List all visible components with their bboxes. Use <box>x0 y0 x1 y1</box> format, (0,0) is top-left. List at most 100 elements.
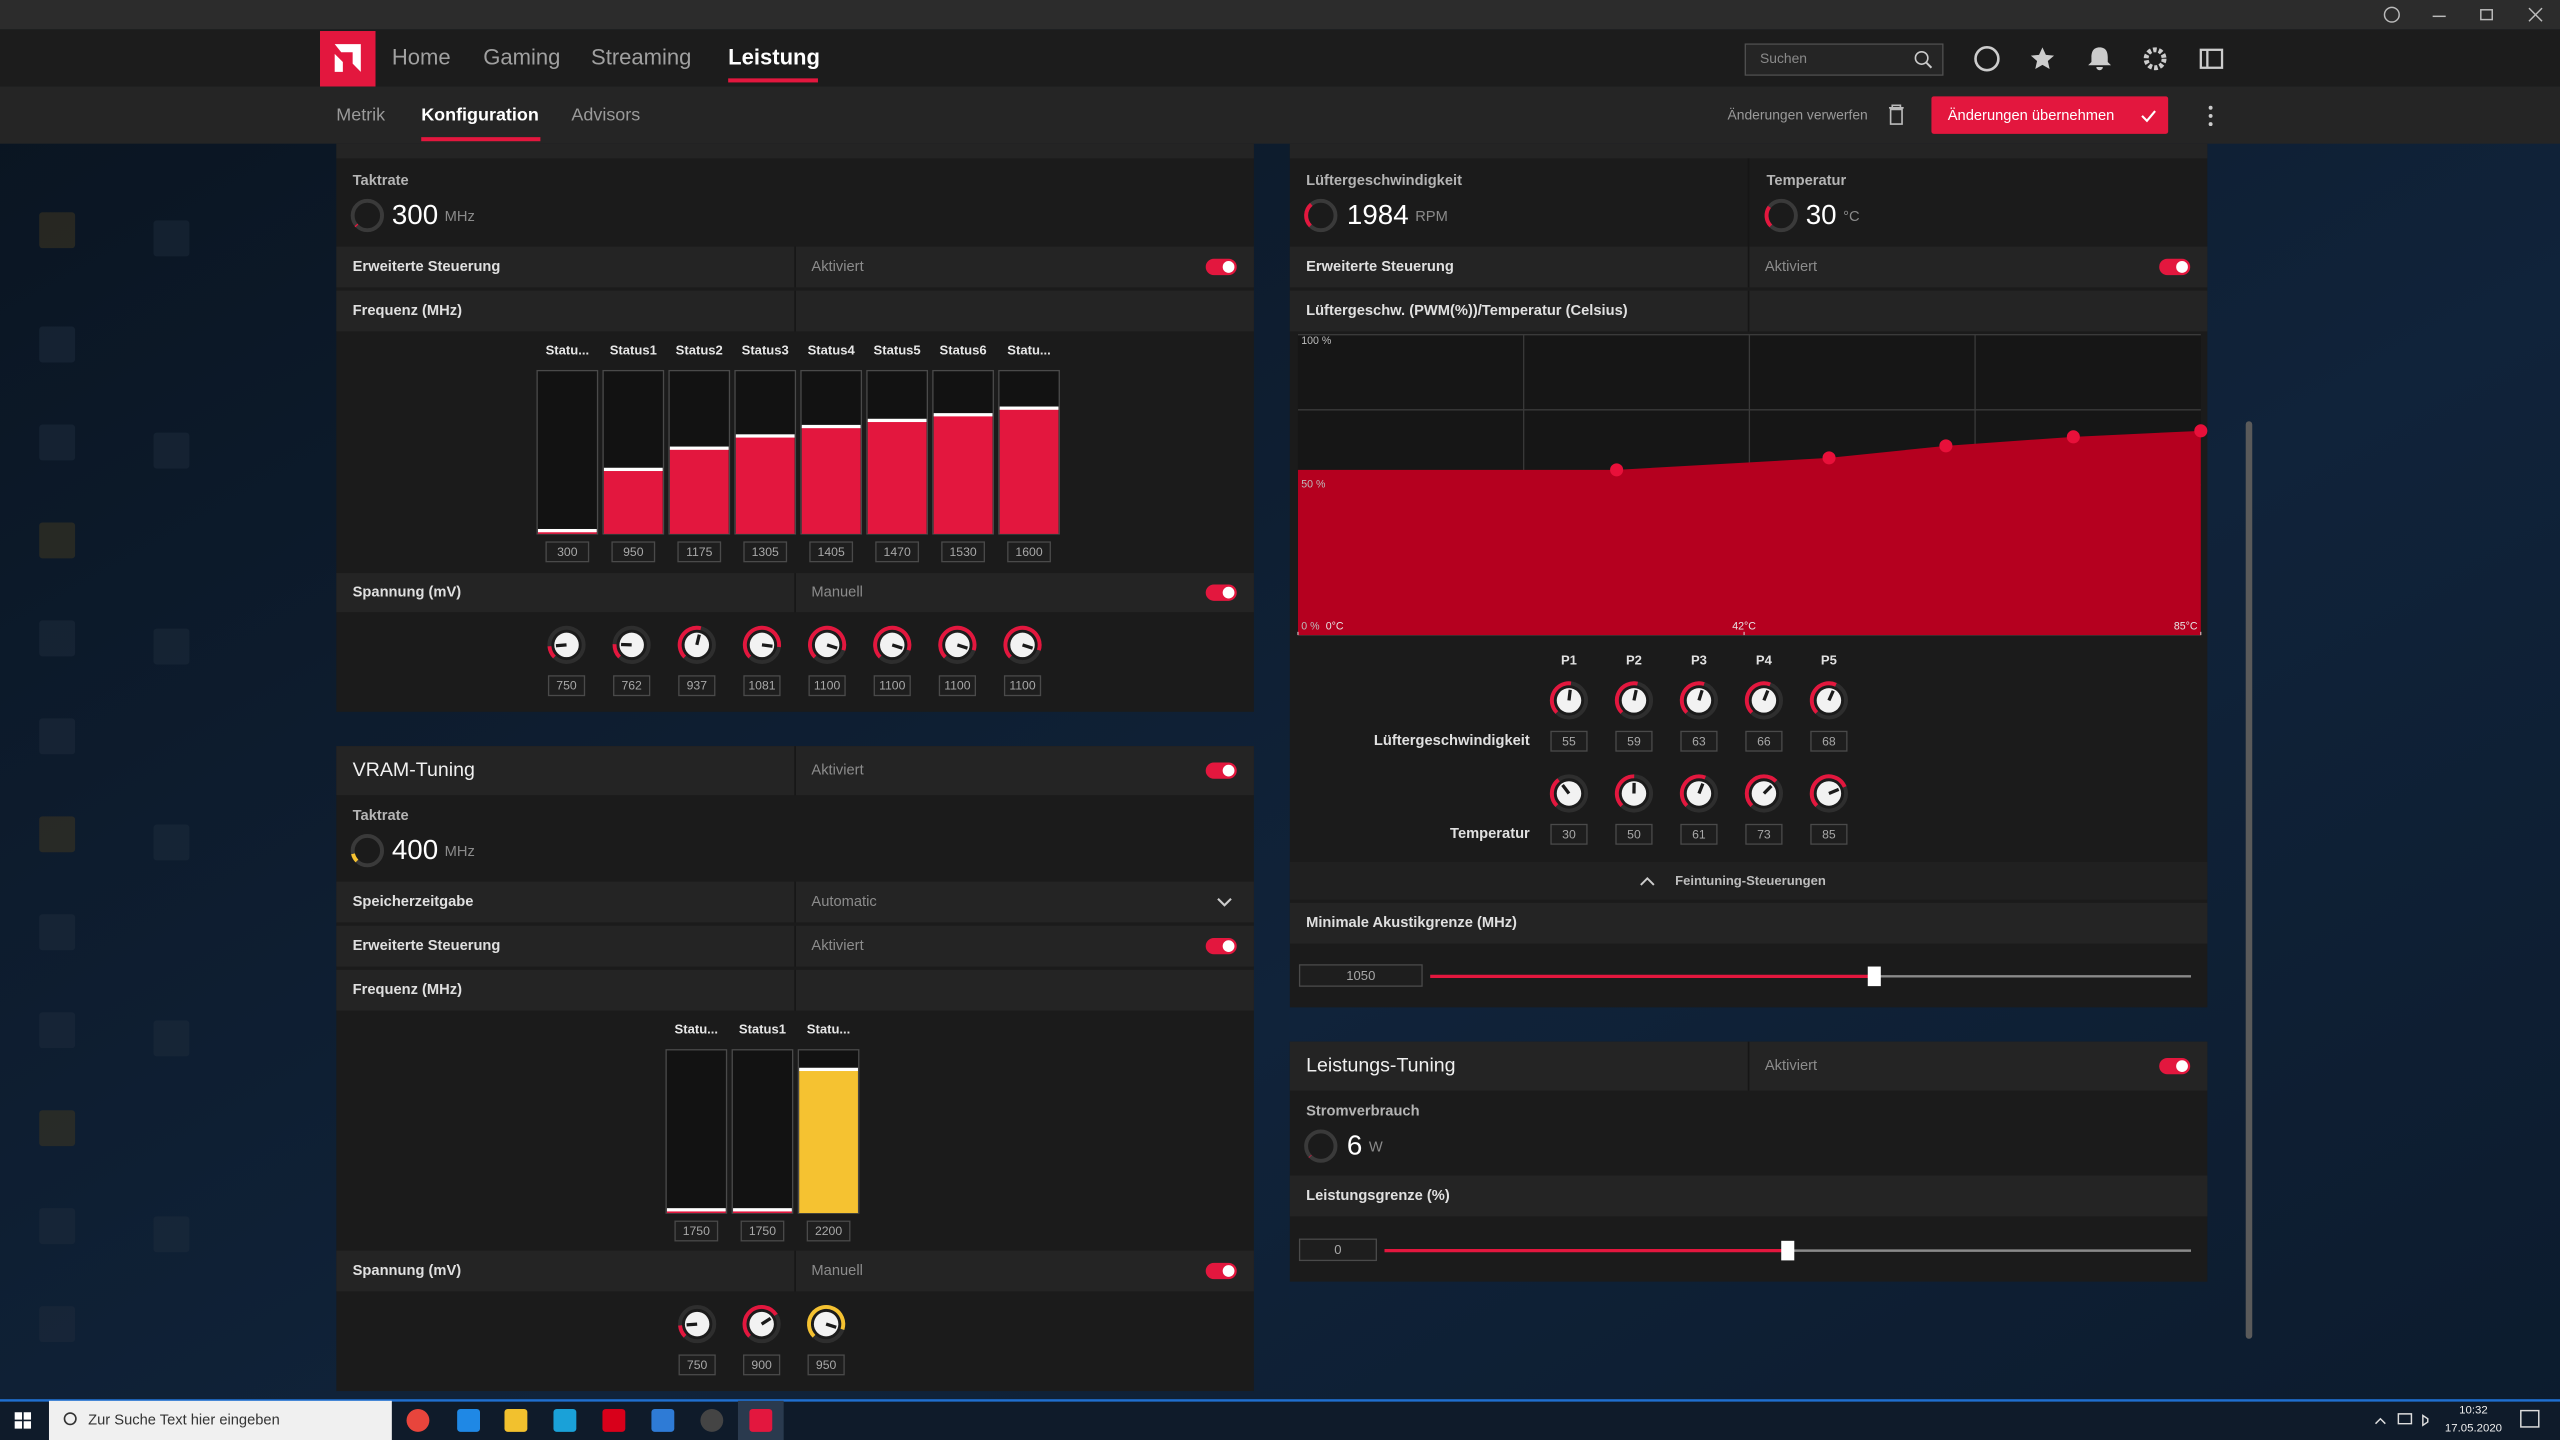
knob[interactable] <box>1744 681 1784 720</box>
knob[interactable] <box>1614 774 1654 813</box>
toggle[interactable] <box>2159 1057 2191 1075</box>
knob[interactable] <box>808 625 847 664</box>
bell-icon[interactable] <box>2088 47 2112 71</box>
taskbar-app[interactable] <box>406 1408 430 1432</box>
row <box>1289 862 2208 900</box>
desktop-icon <box>39 1208 76 1245</box>
knob[interactable] <box>742 625 782 664</box>
discard-button[interactable]: Änderungen verwerfen <box>1728 107 1868 123</box>
toggle[interactable] <box>1205 762 1237 779</box>
curve-point[interactable] <box>1610 463 1624 477</box>
restore-icon[interactable] <box>2480 9 2493 21</box>
slider-thumb[interactable] <box>1781 1240 1795 1261</box>
nav-tab[interactable]: Gaming <box>483 45 560 70</box>
toggle[interactable] <box>2159 258 2191 276</box>
label: Aktiviert <box>811 259 863 275</box>
scrollbar[interactable] <box>2245 421 2253 1339</box>
value-box <box>941 541 985 563</box>
search-icon[interactable] <box>1914 50 1929 65</box>
curve-point[interactable] <box>2194 424 2208 438</box>
taskbar-app[interactable] <box>457 1408 480 1432</box>
main-nav <box>0 29 2560 87</box>
knob[interactable] <box>938 625 977 664</box>
label: Temperatur <box>1450 826 1530 842</box>
curve-point[interactable] <box>1939 439 1953 453</box>
kebab-dot <box>2208 105 2213 110</box>
search-box[interactable] <box>1744 43 1944 76</box>
value-text: 1600 <box>1015 545 1042 559</box>
value-box <box>677 541 722 563</box>
knob[interactable] <box>807 1304 846 1344</box>
nav-tab[interactable]: Leistung <box>728 45 820 70</box>
toggle[interactable] <box>1205 584 1237 601</box>
label: Leistungs-Tuning <box>1306 1054 1455 1076</box>
knob[interactable] <box>1549 681 1589 720</box>
apply-button[interactable] <box>1931 96 2169 134</box>
trash-icon[interactable] <box>1888 104 1904 125</box>
globe-icon[interactable] <box>1974 46 2000 72</box>
taskbar-app[interactable] <box>651 1408 675 1432</box>
sub-tab[interactable]: Advisors <box>571 105 640 125</box>
knob[interactable] <box>1679 774 1719 813</box>
taskbar-search[interactable] <box>48 1400 392 1440</box>
knob[interactable] <box>1744 774 1784 813</box>
notification-icon[interactable] <box>2520 1409 2540 1428</box>
knob[interactable] <box>1549 774 1589 813</box>
toggle[interactable] <box>1205 937 1237 955</box>
value-text: 1081 <box>748 679 775 693</box>
bar-handle <box>735 434 795 438</box>
gauge-arc <box>1304 202 1313 228</box>
taskbar-app[interactable] <box>602 1408 626 1432</box>
knob[interactable] <box>677 625 716 664</box>
knob-arc <box>808 625 847 659</box>
sub-tab[interactable]: Metrik <box>336 105 385 125</box>
knob[interactable] <box>742 1304 781 1344</box>
fine-tuning-toggle[interactable]: Feintuning-Steuerungen <box>1675 873 1826 888</box>
knob[interactable] <box>547 625 586 664</box>
row <box>1289 1175 2208 1217</box>
gauge-ring <box>350 833 385 868</box>
start-button[interactable] <box>14 1412 32 1429</box>
bar-handle <box>799 1067 858 1072</box>
knob[interactable] <box>1003 625 1042 664</box>
desktop-icon <box>39 1110 76 1147</box>
slider-thumb[interactable] <box>1867 966 1881 987</box>
knob[interactable] <box>873 625 912 664</box>
chevron-down[interactable] <box>1217 898 1232 907</box>
desktop-icon <box>39 1012 76 1049</box>
nav-tab[interactable]: Streaming <box>591 45 691 70</box>
value-text: 750 <box>556 679 577 693</box>
label: Spannung (mV) <box>353 585 462 601</box>
help-icon[interactable] <box>2383 6 2400 23</box>
gear-icon[interactable] <box>2143 47 2167 71</box>
panel-icon[interactable] <box>2199 48 2224 69</box>
curve-point[interactable] <box>1822 451 1836 465</box>
taskbar-app[interactable] <box>504 1408 528 1432</box>
toggle[interactable] <box>1205 258 1237 276</box>
knob[interactable] <box>678 1304 717 1344</box>
desktop-icon <box>153 1020 190 1057</box>
nav-tab[interactable]: Home <box>392 45 451 70</box>
chevron-up[interactable] <box>1640 876 1655 886</box>
close-icon[interactable] <box>2528 7 2543 22</box>
knob[interactable] <box>1809 774 1848 813</box>
knob-face <box>1621 688 1647 713</box>
knob[interactable] <box>1614 681 1654 720</box>
taskbar-app[interactable] <box>700 1408 724 1432</box>
sub-tab[interactable]: Konfiguration <box>421 105 539 125</box>
bar-handle <box>999 406 1059 410</box>
knob[interactable] <box>1809 681 1848 720</box>
knob[interactable] <box>612 625 651 664</box>
toggle[interactable] <box>1205 1262 1237 1280</box>
taskbar-app[interactable] <box>749 1408 773 1432</box>
knob-indicator <box>826 643 838 650</box>
point-label: P3 <box>1691 653 1707 668</box>
knob[interactable] <box>1679 681 1719 720</box>
taskbar-app[interactable] <box>553 1408 577 1432</box>
bar <box>735 435 795 534</box>
star-icon[interactable] <box>2030 47 2055 70</box>
label: Lüftergeschwindigkeit <box>1374 733 1530 749</box>
curve-point[interactable] <box>2066 430 2080 444</box>
